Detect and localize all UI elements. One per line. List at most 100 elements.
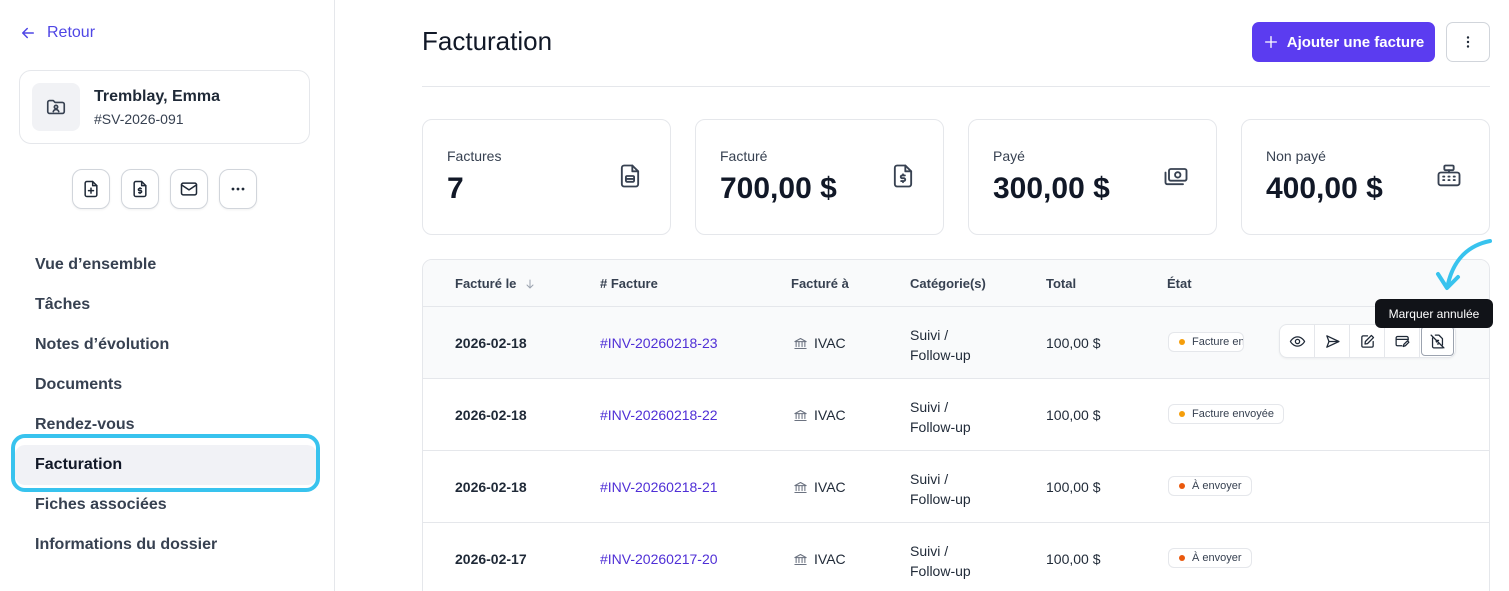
view-invoice-button[interactable] — [1280, 325, 1315, 357]
quick-actions — [72, 169, 257, 209]
edit-invoice-button[interactable] — [1350, 325, 1385, 357]
invoice-date: 2026-02-18 — [455, 407, 527, 423]
status-label: Facture envoyée — [1192, 336, 1244, 348]
stat-card-invoices: Factures 7 — [422, 119, 671, 235]
stat-card-paid: Payé 300,00 $ — [968, 119, 1217, 235]
sidebar-item-progress-notes[interactable]: Notes d’évolution — [35, 336, 170, 353]
stat-label: Facturé — [720, 148, 768, 164]
category-line: Follow-up — [910, 491, 971, 507]
table-row[interactable]: 2026-02-18 #INV-20260218-23 IVAC Suivi /… — [423, 307, 1489, 379]
stat-value: 400,00 $ — [1266, 172, 1383, 205]
back-link-label: Retour — [47, 24, 96, 41]
page-title: Facturation — [422, 26, 553, 56]
bank-icon — [794, 337, 807, 349]
mark-cancelled-button[interactable] — [1421, 326, 1454, 356]
billed-to: IVAC — [793, 407, 846, 423]
table-header: Facturé le # Facture Facturé à Catégorie… — [423, 260, 1489, 307]
edit-icon — [1360, 334, 1374, 348]
invoice-number-link[interactable]: #INV-20260218-23 — [600, 335, 718, 351]
invoices-table: Facturé le # Facture Facturé à Catégorie… — [422, 259, 1490, 591]
stat-label: Non payé — [1266, 148, 1326, 164]
status-label: À envoyer — [1192, 480, 1242, 492]
send-email-button[interactable] — [170, 169, 208, 209]
row-actions — [1279, 324, 1456, 358]
billed-to-label: IVAC — [814, 551, 846, 567]
status-badge: À envoyer — [1168, 476, 1252, 496]
invoice-icon — [133, 180, 147, 198]
column-header-categories: Catégorie(s) — [910, 276, 986, 291]
status-dot — [1179, 483, 1185, 489]
category-line: Follow-up — [910, 347, 971, 363]
invoice-category: Suivi / Follow-up — [910, 469, 971, 509]
category-line: Follow-up — [910, 563, 971, 579]
invoice-number-link[interactable]: #INV-20260217-20 — [600, 551, 718, 567]
status-label: Facture envoyée — [1192, 408, 1274, 420]
invoice-dollar-icon — [893, 164, 913, 188]
column-header-status: État — [1167, 276, 1192, 291]
sidebar-item-linked-records[interactable]: Fiches associées — [35, 496, 167, 513]
folder-user-icon — [46, 99, 66, 115]
stat-label: Payé — [993, 148, 1025, 164]
invoice-date: 2026-02-18 — [455, 479, 527, 495]
send-icon — [1325, 334, 1340, 348]
table-row[interactable]: 2026-02-18 #INV-20260218-21 IVAC Suivi /… — [423, 451, 1489, 523]
record-payment-button[interactable] — [1385, 325, 1420, 357]
back-link[interactable]: Retour — [19, 24, 95, 42]
table-row[interactable]: 2026-02-17 #INV-20260217-20 IVAC Suivi /… — [423, 523, 1489, 591]
header-more-button[interactable] — [1446, 22, 1490, 62]
invoice-date: 2026-02-17 — [455, 551, 527, 567]
arrow-left-icon — [22, 27, 34, 39]
client-file-id: #SV-2026-091 — [94, 110, 184, 127]
invoice-category: Suivi / Follow-up — [910, 325, 971, 365]
add-invoice-label: Ajouter une facture — [1286, 33, 1425, 51]
file-plus-icon — [84, 180, 98, 198]
sidebar-item-tasks[interactable]: Tâches — [35, 296, 91, 313]
column-header-billed-on[interactable]: Facturé le — [455, 276, 536, 291]
more-vertical-icon — [1466, 36, 1470, 48]
new-document-button[interactable] — [72, 169, 110, 209]
invoice-number-link[interactable]: #INV-20260218-21 — [600, 479, 718, 495]
add-invoice-button[interactable]: Ajouter une facture — [1252, 22, 1435, 62]
invoice-total: 100,00 $ — [1046, 407, 1101, 423]
bank-icon — [794, 481, 807, 493]
category-line: Suivi / — [910, 399, 949, 415]
column-header-total: Total — [1046, 276, 1077, 291]
sidebar-item-file-info[interactable]: Informations du dossier — [35, 536, 218, 553]
billed-to: IVAC — [793, 335, 846, 351]
stat-value: 7 — [447, 172, 464, 205]
eye-icon — [1289, 335, 1305, 347]
invoice-category: Suivi / Follow-up — [910, 541, 971, 581]
status-dot — [1179, 411, 1185, 417]
table-row[interactable]: 2026-02-18 #INV-20260218-22 IVAC Suivi /… — [423, 379, 1489, 451]
send-invoice-button[interactable] — [1315, 325, 1350, 357]
more-icon — [231, 187, 245, 191]
document-icon — [620, 164, 640, 188]
invoice-date: 2026-02-18 — [455, 335, 527, 351]
status-dot — [1179, 339, 1185, 345]
sidebar-item-documents[interactable]: Documents — [35, 376, 123, 393]
status-badge: Facture envoyée — [1168, 332, 1244, 352]
sidebar-item-billing[interactable]: Facturation — [15, 445, 317, 485]
sidebar-item-overview[interactable]: Vue d’ensemble — [35, 256, 157, 273]
sidebar-item-appointments[interactable]: Rendez-vous — [35, 416, 135, 433]
bank-icon — [794, 553, 807, 565]
category-line: Suivi / — [910, 327, 949, 343]
billed-to-label: IVAC — [814, 479, 846, 495]
cancel-invoice-icon — [1430, 333, 1445, 349]
client-name: Tremblay, Emma — [94, 87, 220, 105]
invoice-category: Suivi / Follow-up — [910, 397, 971, 437]
category-line: Follow-up — [910, 419, 971, 435]
column-header-billed-to: Facturé à — [791, 276, 849, 291]
status-badge: À envoyer — [1168, 548, 1252, 568]
new-invoice-button[interactable] — [121, 169, 159, 209]
category-line: Suivi / — [910, 471, 949, 487]
mail-icon — [180, 182, 198, 196]
status-badge: Facture envoyée — [1168, 404, 1284, 424]
invoice-total: 100,00 $ — [1046, 335, 1101, 351]
plus-icon — [1264, 36, 1277, 48]
invoice-number-link[interactable]: #INV-20260218-22 — [600, 407, 718, 423]
column-header-number: # Facture — [600, 276, 658, 291]
client-avatar — [32, 83, 80, 131]
bank-icon — [794, 409, 807, 421]
more-actions-button[interactable] — [219, 169, 257, 209]
